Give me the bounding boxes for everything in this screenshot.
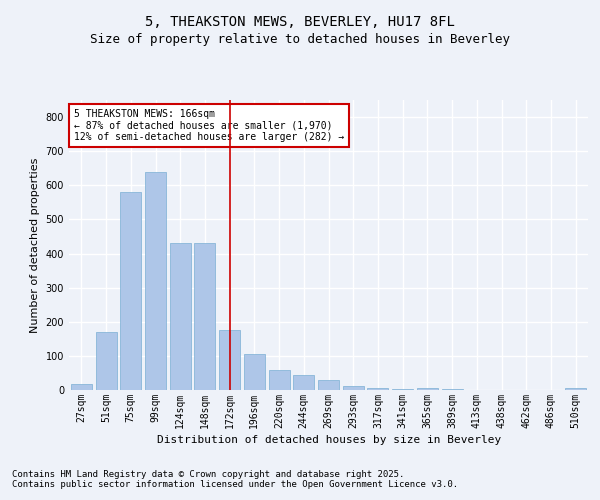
Text: 5 THEAKSTON MEWS: 166sqm
← 87% of detached houses are smaller (1,970)
12% of sem: 5 THEAKSTON MEWS: 166sqm ← 87% of detach… [74, 108, 344, 142]
Text: Size of property relative to detached houses in Beverley: Size of property relative to detached ho… [90, 32, 510, 46]
Bar [244, 354, 265, 390]
Bar [442, 389, 463, 390]
Text: 5, THEAKSTON MEWS, BEVERLEY, HU17 8FL: 5, THEAKSTON MEWS, BEVERLEY, HU17 8FL [145, 15, 455, 29]
Y-axis label: Number of detached properties: Number of detached properties [30, 158, 40, 332]
Bar [565, 388, 586, 390]
Bar [120, 192, 141, 390]
Bar [269, 370, 290, 390]
Bar [219, 330, 240, 390]
Bar [145, 172, 166, 390]
Bar [95, 332, 116, 390]
Bar [194, 244, 215, 390]
Bar [367, 388, 388, 390]
Bar [170, 244, 191, 390]
Bar [71, 384, 92, 390]
Text: Contains HM Land Registry data © Crown copyright and database right 2025.: Contains HM Land Registry data © Crown c… [12, 470, 404, 479]
Bar [343, 386, 364, 390]
Text: Distribution of detached houses by size in Beverley: Distribution of detached houses by size … [157, 435, 501, 445]
Text: Contains public sector information licensed under the Open Government Licence v3: Contains public sector information licen… [12, 480, 458, 489]
Bar [293, 374, 314, 390]
Bar [417, 388, 438, 390]
Bar [318, 380, 339, 390]
